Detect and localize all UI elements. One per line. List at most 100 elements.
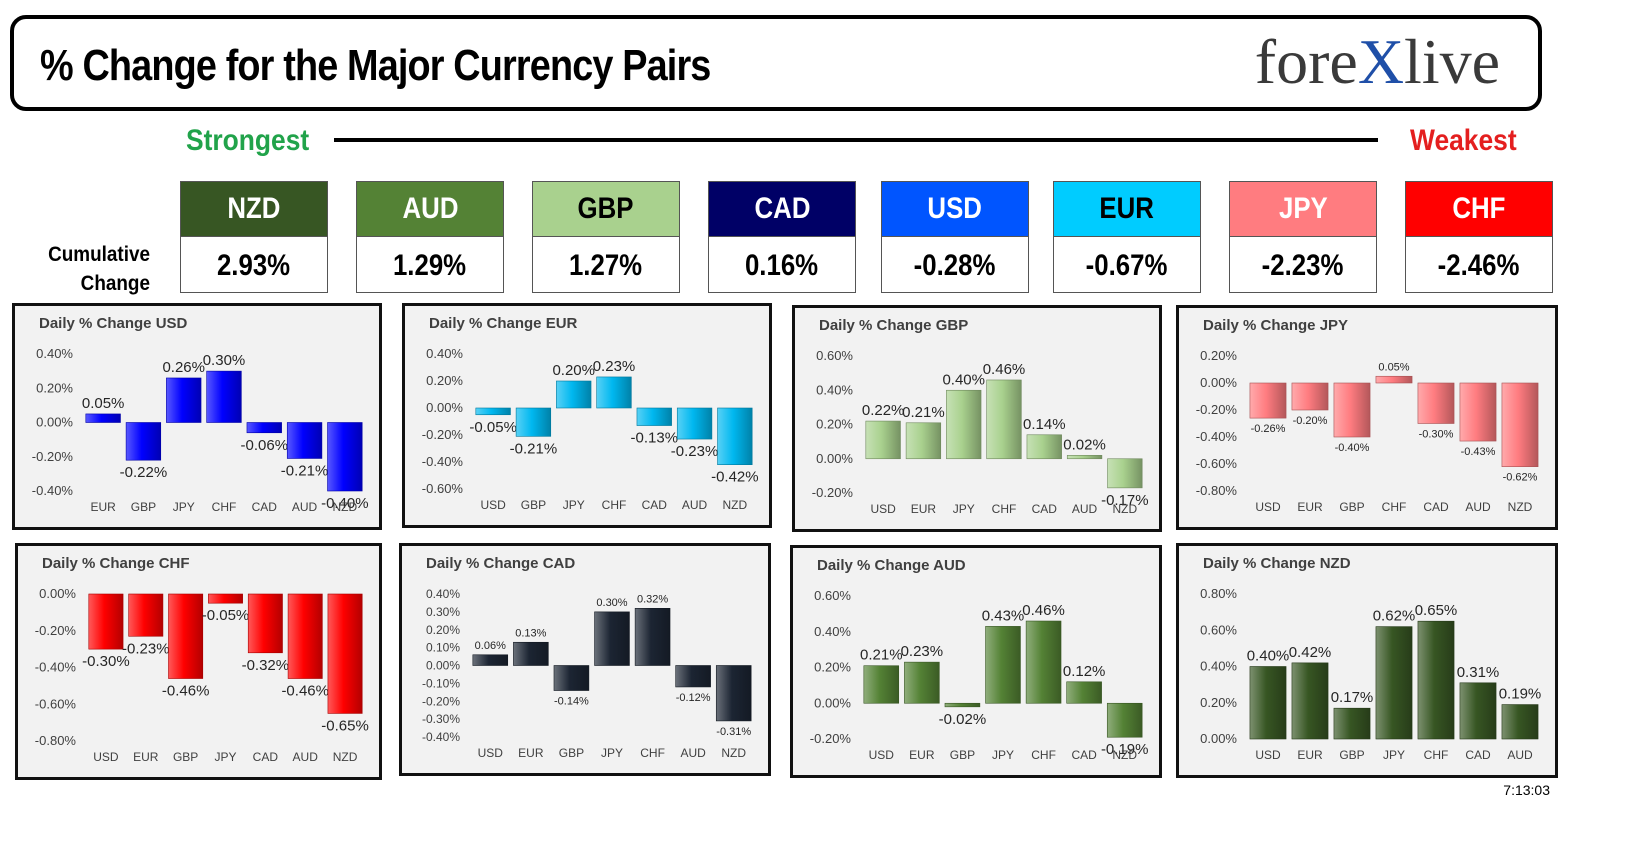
x-category-label: USD bbox=[480, 498, 506, 512]
currency-name: GBP bbox=[533, 182, 679, 237]
bar-chf bbox=[634, 607, 671, 666]
x-category-label: JPY bbox=[601, 746, 623, 760]
y-tick-label: 0.40% bbox=[426, 587, 460, 601]
y-tick-label: 0.30% bbox=[426, 605, 460, 619]
y-tick-label: 0.10% bbox=[426, 641, 460, 655]
data-label: 0.20% bbox=[552, 362, 595, 379]
currency-name: CHF bbox=[1406, 182, 1552, 237]
y-tick-label: 0.00% bbox=[426, 400, 463, 415]
x-category-label: USD bbox=[870, 502, 896, 516]
bar-chart: Daily % Change EUR0.40%0.20%0.00%-0.20%-… bbox=[422, 315, 759, 512]
x-category-label: NZD bbox=[721, 746, 746, 760]
bar-cad bbox=[1066, 681, 1102, 704]
x-category-label: USD bbox=[1255, 500, 1281, 514]
y-tick-label: -0.60% bbox=[1196, 456, 1238, 471]
data-label: 0.46% bbox=[1022, 602, 1065, 619]
data-label: -0.02% bbox=[939, 711, 987, 728]
data-label: 0.40% bbox=[1247, 648, 1290, 665]
chart-panel-aud: Daily % Change AUD 0.60% 0.40% 0.20% 0.00% -0… bbox=[790, 545, 1162, 778]
x-category-label: CAD bbox=[1465, 748, 1491, 762]
bar-usd bbox=[865, 420, 901, 460]
data-label: -0.26% bbox=[1251, 423, 1286, 435]
chart-title: Daily % Change GBP bbox=[819, 317, 968, 334]
weakest-label: Weakest bbox=[1410, 124, 1517, 157]
data-label: -0.40% bbox=[1335, 442, 1370, 454]
data-label: -0.23% bbox=[671, 443, 719, 460]
data-label: 0.22% bbox=[862, 402, 905, 419]
chart-title: Daily % Change USD bbox=[39, 315, 188, 332]
currency-box-nzd: NZD 2.93% bbox=[180, 181, 328, 293]
y-tick-label: 0.60% bbox=[1200, 622, 1237, 637]
y-tick-label: 0.00% bbox=[426, 659, 460, 673]
data-label: 0.40% bbox=[942, 371, 985, 388]
x-category-label: GBP bbox=[950, 748, 975, 762]
bar-eur bbox=[904, 661, 940, 704]
data-label: -0.31% bbox=[716, 726, 751, 738]
bar-aud bbox=[286, 422, 323, 459]
x-category-label: CAD bbox=[642, 498, 668, 512]
data-label: 0.23% bbox=[901, 643, 944, 660]
currency-name: NZD bbox=[181, 182, 327, 237]
y-tick-label: 0.00% bbox=[1200, 375, 1237, 390]
data-label: 0.26% bbox=[162, 359, 205, 376]
strongest-label: Strongest bbox=[186, 124, 310, 157]
bar-jpy bbox=[985, 626, 1021, 704]
x-category-label: JPY bbox=[563, 498, 585, 512]
bar-aud bbox=[287, 593, 323, 679]
currency-name: EUR bbox=[1054, 182, 1200, 237]
bar-nzd bbox=[1106, 702, 1143, 738]
bar-chf bbox=[206, 370, 242, 423]
x-category-label: JPY bbox=[173, 500, 195, 514]
chart-title: Daily % Change CAD bbox=[426, 555, 575, 572]
bar-eur bbox=[128, 593, 164, 637]
y-tick-label: -0.20% bbox=[422, 427, 464, 442]
y-tick-label: 0.00% bbox=[1200, 731, 1237, 746]
cumulative-change-value: -2.46% bbox=[1438, 249, 1520, 282]
data-label: -0.19% bbox=[1101, 741, 1149, 758]
bar-aud bbox=[1066, 455, 1103, 460]
data-label: -0.46% bbox=[281, 683, 329, 700]
y-tick-label: -0.60% bbox=[35, 696, 77, 711]
x-category-label: JPY bbox=[214, 750, 236, 764]
x-category-label: EUR bbox=[909, 748, 935, 762]
data-label: -0.06% bbox=[241, 437, 289, 454]
cumulative-change-value: -0.67% bbox=[1086, 249, 1168, 282]
cumulative-change-value: 2.93% bbox=[217, 249, 291, 282]
y-tick-label: -0.40% bbox=[32, 483, 74, 498]
data-label: -0.14% bbox=[554, 696, 589, 708]
chart-title: Daily % Change AUD bbox=[817, 557, 966, 574]
bar-gbp bbox=[1333, 382, 1371, 438]
y-tick-label: 0.20% bbox=[1200, 695, 1237, 710]
y-tick-label: 0.40% bbox=[816, 382, 853, 397]
x-category-label: GBP bbox=[173, 750, 198, 764]
currency-box-cad: CAD 0.16% bbox=[708, 181, 856, 293]
bar-cad bbox=[1459, 682, 1497, 740]
y-tick-label: 0.80% bbox=[1200, 586, 1237, 601]
bar-gbp bbox=[1333, 707, 1371, 740]
bar-jpy bbox=[594, 611, 630, 666]
chart-panel-cad: Daily % Change CAD 0.40% 0.30% 0.20% 0.10% 0.… bbox=[399, 543, 771, 776]
currency-box-gbp: GBP 1.27% bbox=[532, 181, 680, 293]
x-category-label: CHF bbox=[1382, 500, 1407, 514]
x-category-label: CHF bbox=[1031, 748, 1056, 762]
data-label: 0.17% bbox=[1331, 689, 1374, 706]
x-category-label: EUR bbox=[1297, 748, 1323, 762]
y-tick-label: 0.20% bbox=[816, 417, 853, 432]
data-label: 0.21% bbox=[860, 647, 903, 664]
x-category-label: USD bbox=[93, 750, 119, 764]
x-category-label: NZD bbox=[723, 498, 748, 512]
cumulative-change-label: Cumulative Change bbox=[48, 243, 150, 295]
bar-cad bbox=[247, 593, 283, 654]
y-tick-label: -0.20% bbox=[35, 623, 77, 638]
y-tick-label: -0.40% bbox=[35, 660, 77, 675]
data-label: -0.46% bbox=[162, 683, 210, 700]
y-tick-label: 0.40% bbox=[36, 346, 73, 361]
bar-usd bbox=[475, 407, 511, 416]
data-label: 0.32% bbox=[637, 593, 668, 605]
currency-box-jpy: JPY -2.23% bbox=[1229, 181, 1377, 293]
chart-title: Daily % Change JPY bbox=[1203, 317, 1348, 334]
x-category-label: GBP bbox=[559, 746, 584, 760]
bar-jpy bbox=[1375, 626, 1413, 740]
bar-chart: Daily % Change CAD 0.40% 0.30% 0.20% 0.10% 0.… bbox=[422, 555, 752, 760]
bar-usd bbox=[1249, 382, 1287, 419]
